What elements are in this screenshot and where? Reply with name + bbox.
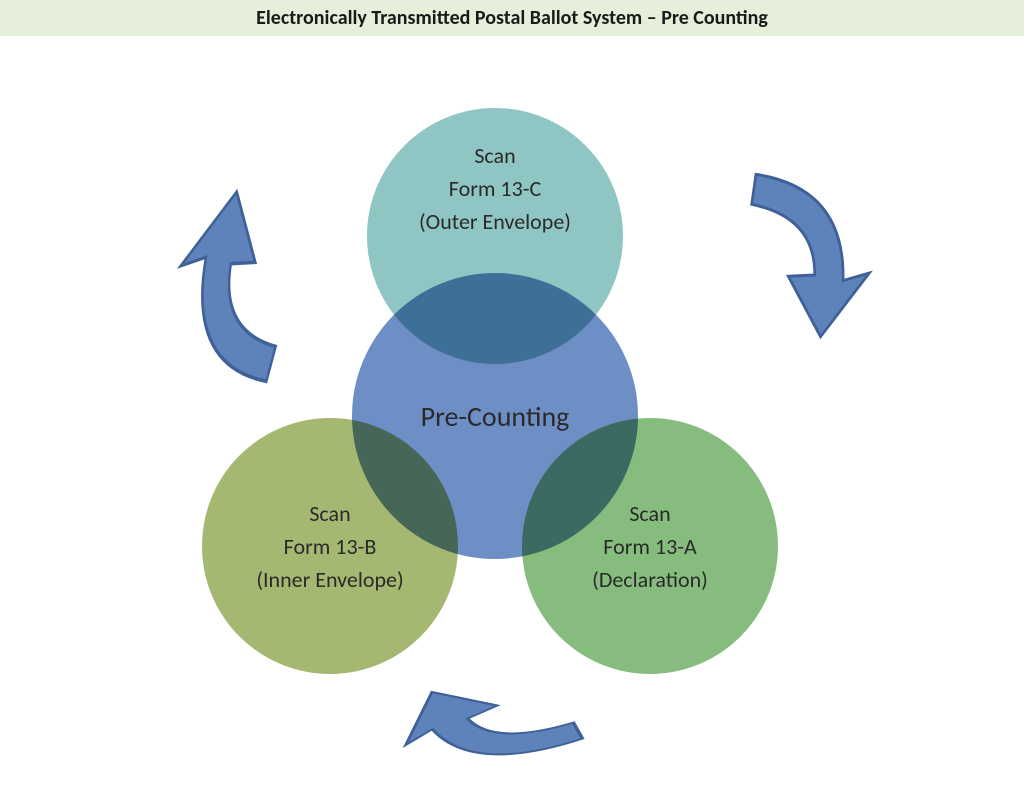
node-line: (Inner Envelope)	[256, 563, 403, 596]
node-line: Form 13-B	[284, 530, 377, 563]
node-line: Scan	[309, 497, 350, 530]
node-line: Scan	[474, 139, 515, 172]
node-line: Form 13-A	[603, 530, 696, 563]
node-scan-form-13a: Scan Form 13-A (Declaration)	[520, 416, 780, 676]
node-line: (Outer Envelope)	[419, 205, 571, 238]
node-scan-form-13b: Scan Form 13-B (Inner Envelope)	[200, 416, 460, 676]
diagram-canvas: Pre-Counting Scan Form 13-C (Outer Envel…	[0, 36, 1024, 764]
node-line: (Declaration)	[592, 563, 708, 596]
node-scan-form-13c: Scan Form 13-C (Outer Envelope)	[365, 106, 625, 366]
title-text: Electronically Transmitted Postal Ballot…	[256, 6, 768, 30]
node-line: Form 13-C	[449, 172, 541, 205]
node-line: Scan	[629, 497, 670, 530]
page-title: Electronically Transmitted Postal Ballot…	[0, 0, 1024, 36]
center-label: Pre-Counting	[421, 399, 570, 434]
cycle-arrow-top-right	[677, 136, 903, 376]
cycle-arrow-top-left	[134, 146, 366, 426]
